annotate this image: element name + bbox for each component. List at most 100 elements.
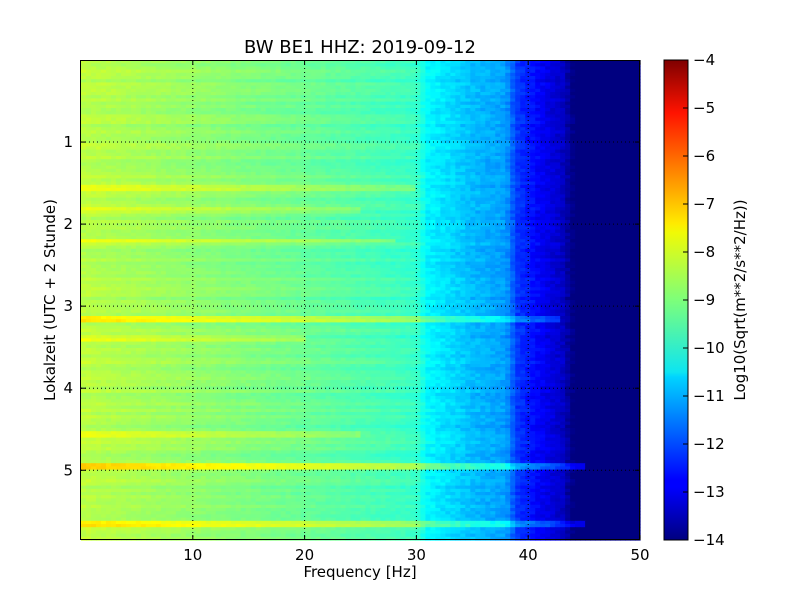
heatmap-cell: [290, 66, 297, 71]
heatmap-cell: [280, 60, 287, 64]
heatmap-cell: [395, 88, 402, 93]
heatmap-cell: [360, 76, 367, 80]
heatmap-cell: [125, 82, 132, 87]
heatmap-cell: [490, 63, 496, 67]
heatmap-cell: [140, 63, 147, 67]
heatmap-cell: [460, 79, 466, 83]
heatmap-cell: [240, 66, 247, 71]
heatmap-cell: [180, 92, 187, 96]
heatmap-cell: [340, 66, 347, 71]
heatmap-cell: [135, 88, 142, 93]
heatmap-cell: [385, 82, 392, 87]
heatmap-cell: [550, 88, 556, 93]
heatmap-cell: [300, 85, 307, 90]
heatmap-cell: [320, 72, 327, 77]
heatmap-cell: [540, 66, 546, 71]
heatmap-cell: [325, 63, 332, 67]
heatmap-cell: [370, 85, 377, 90]
heatmap-cell: [130, 82, 137, 87]
heatmap-cell: [145, 79, 152, 83]
heatmap-cell: [480, 76, 486, 80]
heatmap-cell: [285, 60, 292, 64]
heatmap-cell: [170, 63, 177, 67]
heatmap-cell: [285, 76, 292, 80]
heatmap-cell: [390, 92, 397, 96]
heatmap-cell: [220, 60, 227, 64]
heatmap-cell: [105, 66, 112, 71]
heatmap-cell: [490, 66, 496, 71]
heatmap-cell: [470, 79, 476, 83]
heatmap-cell: [380, 85, 387, 90]
heatmap-cell: [420, 79, 426, 83]
heatmap-cell: [450, 60, 456, 64]
heatmap-cell: [620, 88, 626, 93]
heatmap-cell: [245, 76, 252, 80]
heatmap-cell: [130, 63, 137, 67]
heatmap-cell: [505, 82, 511, 87]
heatmap-cell: [310, 82, 317, 87]
heatmap-cell: [510, 88, 516, 93]
heatmap-cell: [615, 63, 621, 67]
heatmap-cell: [165, 76, 172, 80]
heatmap-cell: [535, 63, 541, 67]
heatmap-cell: [315, 82, 322, 87]
heatmap-cell: [455, 79, 461, 83]
heatmap-cell: [200, 69, 207, 74]
heatmap-cell: [215, 92, 222, 96]
heatmap-cell: [400, 85, 407, 90]
heatmap-cell: [215, 76, 222, 80]
heatmap-cell: [440, 66, 446, 71]
heatmap-cell: [470, 82, 476, 87]
heatmap-cell: [635, 60, 641, 64]
heatmap-cell: [520, 79, 526, 83]
heatmap-cell: [460, 69, 466, 74]
heatmap-cell: [190, 66, 197, 71]
heatmap-cell: [575, 85, 581, 90]
heatmap-cell: [485, 66, 491, 71]
heatmap-cell: [250, 88, 257, 93]
heatmap-cell: [265, 76, 272, 80]
heatmap-cell: [320, 92, 327, 96]
heatmap-cell: [560, 63, 566, 67]
heatmap-cell: [220, 72, 227, 77]
heatmap-cell: [265, 92, 272, 96]
heatmap-cell: [595, 69, 601, 74]
heatmap-cell: [225, 85, 232, 90]
heatmap-cell: [500, 76, 506, 80]
heatmap-cell: [315, 88, 322, 93]
heatmap-cell: [140, 85, 147, 90]
heatmap-cell: [200, 66, 207, 71]
heatmap-cell: [280, 85, 287, 90]
heatmap-cell: [275, 82, 282, 87]
heatmap-cell: [95, 60, 102, 64]
heatmap-cell: [440, 82, 446, 87]
heatmap-cell: [290, 88, 297, 93]
heatmap-cell: [630, 88, 636, 93]
heatmap-cell: [290, 72, 297, 77]
heatmap-cell: [180, 85, 187, 90]
heatmap-cell: [165, 60, 172, 64]
heatmap-cell: [625, 88, 631, 93]
heatmap-cell: [445, 85, 451, 90]
heatmap-cell: [265, 69, 272, 74]
heatmap-cell: [200, 88, 207, 93]
heatmap-cell: [625, 72, 631, 77]
heatmap-cell: [335, 60, 342, 64]
heatmap-cell: [430, 79, 436, 83]
heatmap-cell: [520, 82, 526, 87]
heatmap-cell: [545, 85, 551, 90]
heatmap-cell: [420, 85, 426, 90]
heatmap-cell: [150, 63, 157, 67]
heatmap-cell: [485, 88, 491, 93]
heatmap-cell: [95, 79, 102, 83]
heatmap-cell: [480, 63, 486, 67]
heatmap-cell: [490, 76, 496, 80]
heatmap-cell: [280, 82, 287, 87]
heatmap-cell: [95, 69, 102, 74]
heatmap-cell: [370, 88, 377, 93]
heatmap-cell: [495, 60, 501, 64]
heatmap-cell: [560, 88, 566, 93]
heatmap-cell: [110, 92, 117, 96]
heatmap-cell: [165, 63, 172, 67]
heatmap-cell: [570, 69, 576, 74]
